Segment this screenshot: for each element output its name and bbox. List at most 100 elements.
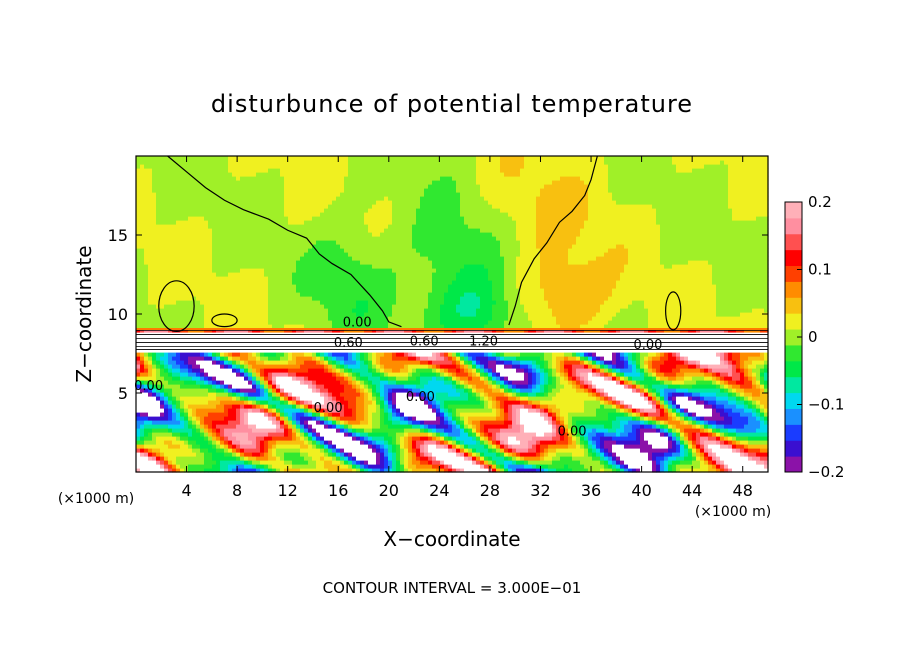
heatmap-cell bbox=[272, 460, 277, 465]
heatmap-cell bbox=[264, 356, 269, 361]
heatmap-cell bbox=[320, 176, 325, 181]
heatmap-cell bbox=[144, 396, 149, 401]
heatmap-cell bbox=[180, 168, 185, 173]
heatmap-cell bbox=[316, 296, 321, 301]
heatmap-cell bbox=[256, 468, 261, 473]
heatmap-cell bbox=[376, 200, 381, 205]
heatmap-cell bbox=[264, 248, 269, 253]
heatmap-cell bbox=[340, 280, 345, 285]
heatmap-cell bbox=[140, 192, 145, 197]
heatmap-cell bbox=[316, 268, 321, 273]
heatmap-cell bbox=[180, 320, 185, 325]
heatmap-cell bbox=[220, 356, 225, 361]
heatmap-cell bbox=[376, 392, 381, 397]
heatmap-cell bbox=[380, 292, 385, 297]
heatmap-cell bbox=[232, 376, 237, 381]
heatmap-cell bbox=[308, 164, 313, 169]
heatmap-cell bbox=[188, 404, 193, 409]
heatmap-cell bbox=[380, 196, 385, 201]
heatmap-cell bbox=[140, 372, 145, 377]
heatmap-cell bbox=[216, 348, 221, 353]
heatmap-cell bbox=[192, 464, 197, 469]
heatmap-cell bbox=[384, 372, 389, 377]
heatmap-cell bbox=[280, 376, 285, 381]
heatmap-cell bbox=[196, 296, 201, 301]
heatmap-cell bbox=[352, 188, 357, 193]
heatmap-cell bbox=[272, 164, 277, 169]
heatmap-cell bbox=[192, 416, 197, 421]
heatmap-cell bbox=[180, 252, 185, 257]
heatmap-cell bbox=[288, 420, 293, 425]
heatmap-cell bbox=[136, 272, 141, 277]
heatmap-cell bbox=[160, 252, 165, 257]
heatmap-cell bbox=[140, 176, 145, 181]
heatmap-cell bbox=[316, 400, 321, 405]
heatmap-cell bbox=[160, 464, 165, 469]
heatmap-cell bbox=[212, 264, 217, 269]
heatmap-cell bbox=[200, 172, 205, 177]
heatmap-cell bbox=[272, 228, 277, 233]
heatmap-cell bbox=[360, 264, 365, 269]
heatmap-cell bbox=[220, 456, 225, 461]
heatmap-cell bbox=[340, 268, 345, 273]
heatmap-cell bbox=[380, 220, 385, 225]
heatmap-cell bbox=[368, 352, 373, 357]
heatmap-cell bbox=[256, 416, 261, 421]
heatmap-cell bbox=[308, 180, 313, 185]
heatmap-cell bbox=[324, 368, 329, 373]
heatmap-cell bbox=[236, 356, 241, 361]
heatmap-cell bbox=[304, 268, 309, 273]
heatmap-cell bbox=[360, 404, 365, 409]
heatmap-cell bbox=[264, 408, 269, 413]
heatmap-cell bbox=[244, 380, 249, 385]
heatmap-cell bbox=[284, 384, 289, 389]
heatmap-cell bbox=[276, 448, 281, 453]
heatmap-cell bbox=[336, 408, 341, 413]
heatmap-cell bbox=[292, 388, 297, 393]
heatmap-cell bbox=[268, 168, 273, 173]
heatmap-cell bbox=[348, 216, 353, 221]
heatmap-cell bbox=[244, 188, 249, 193]
heatmap-cell bbox=[356, 164, 361, 169]
heatmap-cell bbox=[288, 376, 293, 381]
heatmap-cell bbox=[260, 176, 265, 181]
heatmap-cell bbox=[256, 176, 261, 181]
heatmap-cell bbox=[248, 256, 253, 261]
heatmap-cell bbox=[344, 196, 349, 201]
heatmap-cell bbox=[144, 260, 149, 265]
heatmap-cell bbox=[348, 240, 353, 245]
heatmap-cell bbox=[316, 316, 321, 321]
heatmap-cell bbox=[180, 308, 185, 313]
heatmap-cell bbox=[152, 372, 157, 377]
heatmap-cell bbox=[296, 184, 301, 189]
heatmap-cell bbox=[384, 188, 389, 193]
heatmap-cell bbox=[284, 352, 289, 357]
heatmap-cell bbox=[208, 320, 213, 325]
heatmap-cell bbox=[136, 448, 141, 453]
heatmap-cell bbox=[144, 324, 149, 329]
heatmap-cell bbox=[296, 288, 301, 293]
heatmap-cell bbox=[260, 320, 265, 325]
heatmap-cell bbox=[380, 244, 385, 249]
heatmap-cell bbox=[368, 364, 373, 369]
heatmap-cell bbox=[176, 324, 181, 329]
heatmap-cell bbox=[296, 392, 301, 397]
heatmap-cell bbox=[356, 256, 361, 261]
heatmap-cell bbox=[316, 468, 321, 473]
heatmap-cell bbox=[332, 392, 337, 397]
heatmap-cell bbox=[300, 384, 305, 389]
heatmap-cell bbox=[356, 452, 361, 457]
heatmap-cell bbox=[348, 248, 353, 253]
heatmap-cell bbox=[260, 224, 265, 229]
heatmap-cell bbox=[328, 384, 333, 389]
heatmap-cell bbox=[224, 320, 229, 325]
heatmap-cell bbox=[304, 364, 309, 369]
heatmap-cell bbox=[220, 424, 225, 429]
heatmap-cell bbox=[172, 468, 177, 473]
heatmap-cell bbox=[228, 180, 233, 185]
heatmap-cell bbox=[328, 196, 333, 201]
heatmap-cell bbox=[212, 292, 217, 297]
heatmap-cell bbox=[260, 252, 265, 257]
heatmap-cell bbox=[336, 284, 341, 289]
heatmap-cell bbox=[220, 224, 225, 229]
